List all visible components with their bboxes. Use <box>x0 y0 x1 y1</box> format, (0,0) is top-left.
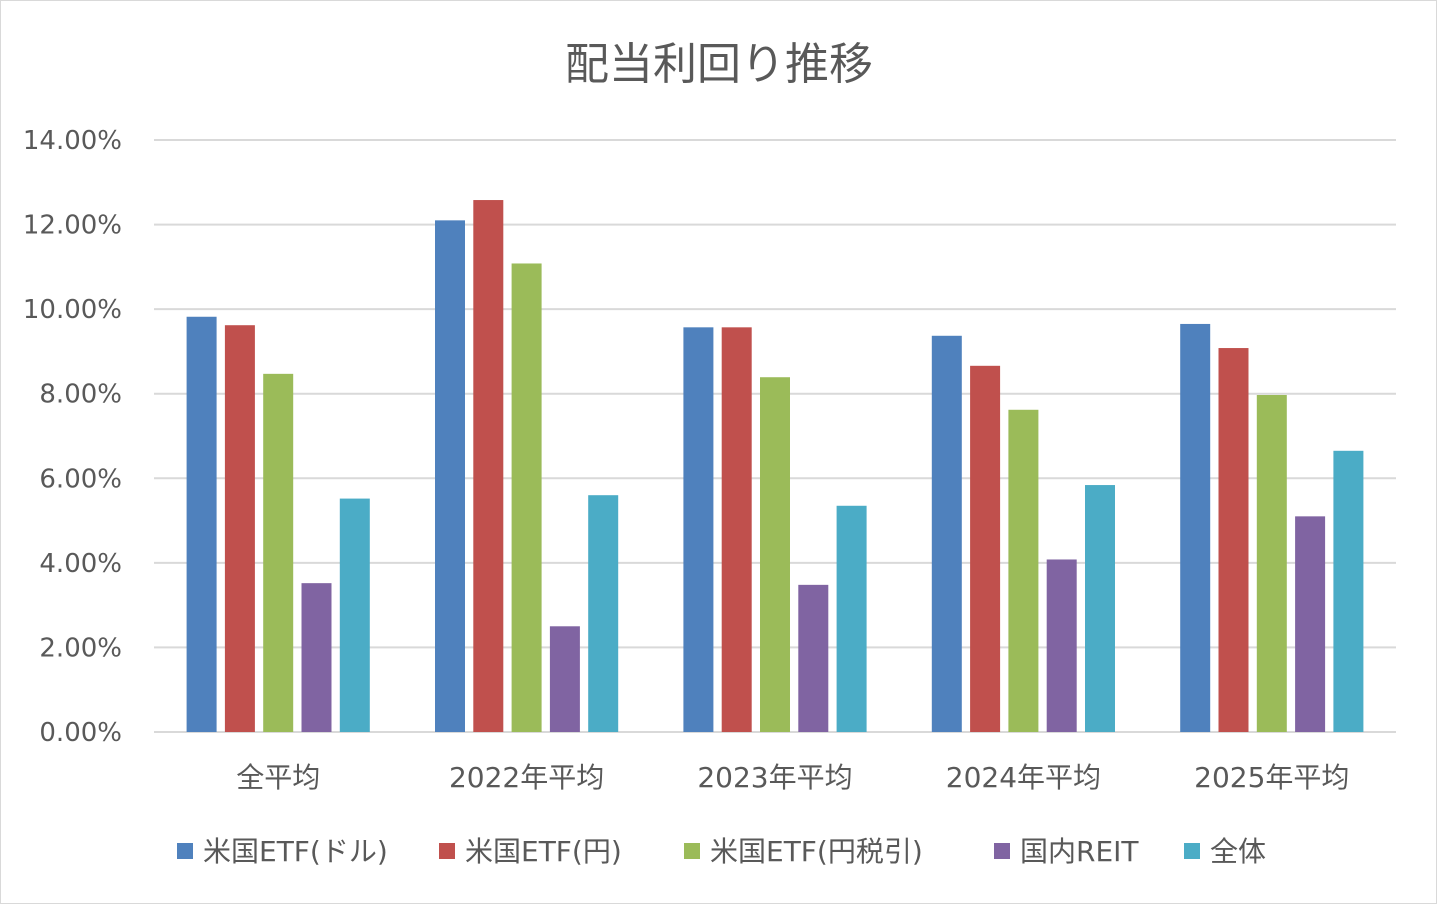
y-tick-label: 14.00% <box>23 126 122 156</box>
bar-米国ETF(円)-全平均 <box>224 325 255 732</box>
y-tick-label: 2.00% <box>39 633 122 663</box>
bar-国内REIT-2022年平均 <box>549 626 580 732</box>
legend-swatch <box>177 843 193 859</box>
bar-国内REIT-全平均 <box>301 583 332 732</box>
bar-全体-全平均 <box>339 498 370 732</box>
y-tick-label: 4.00% <box>39 549 122 579</box>
y-axis-ticks: 0.00% 2.00% 4.00% 6.00% 8.00% 10.00% 12.00% 14.… <box>23 126 122 748</box>
legend-swatch <box>994 843 1010 859</box>
bar-全体-2025年平均 <box>1333 450 1364 732</box>
chart-title: 配当利回り推移 <box>565 39 873 90</box>
bar-米国ETF(ドル)-2022年平均 <box>435 220 465 733</box>
legend-swatch <box>684 843 700 859</box>
x-category-label: 2024年平均 <box>946 761 1101 794</box>
bar-米国ETF(円税引)-2022年平均 <box>511 263 542 732</box>
legend-label: 全体 <box>1210 835 1266 868</box>
legend: 米国ETF(ドル) 米国ETF(円) 米国ETF(円税引) 国内REIT 全体 <box>177 835 1266 868</box>
bar-全体-2024年平均 <box>1085 485 1115 732</box>
y-tick-label: 0.00% <box>39 718 122 748</box>
bar-米国ETF(ドル)-2024年平均 <box>931 335 962 732</box>
bar-米国ETF(ドル)-2025年平均 <box>1180 323 1211 732</box>
y-tick-label: 8.00% <box>39 380 122 410</box>
bar-米国ETF(ドル)-2023年平均 <box>683 327 714 732</box>
bar-国内REIT-2023年平均 <box>798 584 829 732</box>
bar-米国ETF(円)-2022年平均 <box>473 200 504 732</box>
bar-米国ETF(円税引)-全平均 <box>263 373 294 732</box>
bar-米国ETF(円税引)-2023年平均 <box>760 377 790 732</box>
legend-label: 米国ETF(ドル) <box>203 835 388 868</box>
x-category-label: 2025年平均 <box>1194 761 1349 794</box>
bar-米国ETF(円)-2024年平均 <box>970 365 1001 732</box>
bar-国内REIT-2024年平均 <box>1046 559 1077 732</box>
y-tick-label: 6.00% <box>39 464 122 494</box>
legend-label: 米国ETF(円) <box>465 835 622 868</box>
bar-米国ETF(円)-2025年平均 <box>1218 348 1249 732</box>
bar-米国ETF(円税引)-2025年平均 <box>1256 394 1287 732</box>
legend-swatch <box>439 843 455 859</box>
x-category-label: 全平均 <box>236 761 320 794</box>
legend-swatch <box>1184 843 1200 859</box>
bar-全体-2023年平均 <box>836 505 867 732</box>
x-category-label: 2023年平均 <box>697 761 852 794</box>
bar-米国ETF(円税引)-2024年平均 <box>1008 409 1039 732</box>
bar-全体-2022年平均 <box>588 495 619 732</box>
bars <box>186 200 1364 733</box>
bar-国内REIT-2025年平均 <box>1295 516 1326 732</box>
y-tick-label: 10.00% <box>23 295 122 325</box>
x-category-label: 2022年平均 <box>449 761 604 794</box>
y-tick-label: 12.00% <box>23 211 122 241</box>
legend-label: 米国ETF(円税引) <box>710 835 923 868</box>
legend-label: 国内REIT <box>1020 835 1139 868</box>
bar-米国ETF(ドル)-全平均 <box>186 316 217 732</box>
bar-米国ETF(円)-2023年平均 <box>721 327 752 732</box>
x-axis-labels: 全平均 2022年平均 2023年平均 2024年平均 2025年平均 <box>236 761 1349 794</box>
